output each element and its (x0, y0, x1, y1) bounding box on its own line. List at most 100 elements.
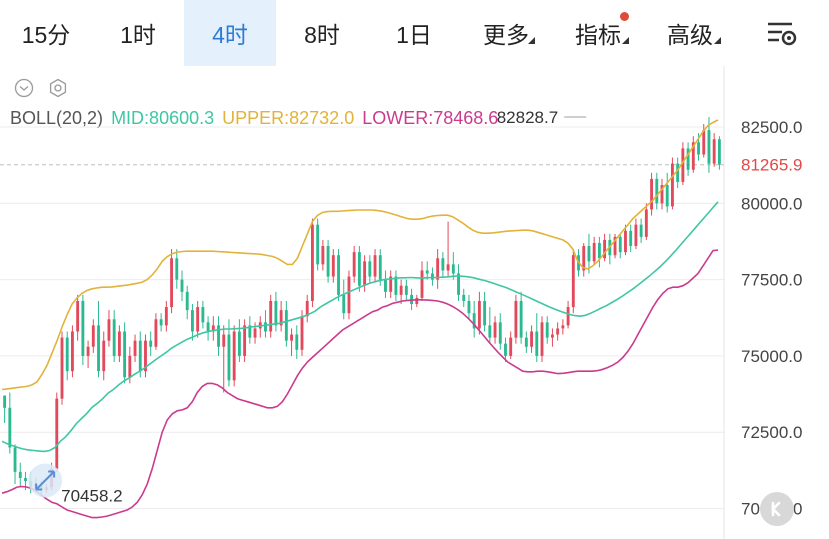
candle-body (321, 246, 325, 265)
tab-advanced[interactable]: 高级 (644, 0, 736, 66)
tab-1day[interactable]: 1日 (368, 0, 460, 66)
candle-body (13, 447, 17, 472)
y-tick-label: 75000.0 (741, 347, 802, 366)
tab-label: 1时 (120, 22, 156, 48)
candle-body (279, 310, 283, 326)
candle-body (582, 246, 586, 271)
candle-body (295, 334, 299, 350)
tab-label: 15分 (21, 22, 71, 48)
candle-body (707, 130, 711, 164)
candle-body (97, 325, 100, 372)
candle-body (363, 261, 367, 286)
candle-body (217, 325, 220, 347)
candle-body (472, 313, 476, 329)
candle-body (264, 322, 267, 332)
k-logo-icon[interactable] (760, 492, 794, 526)
candle-body (477, 300, 481, 329)
candle-body (60, 337, 64, 399)
candle-body (655, 178, 659, 204)
candle-body (243, 325, 247, 356)
y-tick-label: 80000.0 (741, 194, 802, 213)
candle-body (149, 340, 153, 347)
candle-body (133, 340, 137, 356)
candle-body (436, 258, 440, 280)
tab-more[interactable]: 更多 (460, 0, 552, 66)
candle-body (196, 307, 200, 332)
caret-icon (622, 37, 629, 44)
legend-upper: UPPER:82732.0 (222, 108, 355, 128)
chart-settings-icon[interactable] (762, 16, 802, 50)
tab-label: 8时 (304, 22, 340, 48)
candle-body (650, 178, 653, 210)
candle-body (545, 322, 549, 338)
candle-body (509, 337, 513, 356)
candle-body (634, 224, 638, 247)
candle-body (347, 276, 351, 314)
candle-body (227, 334, 231, 381)
tab-4hour[interactable]: 4时 (184, 0, 276, 66)
candle-body (514, 300, 518, 338)
candle-body (8, 407, 12, 448)
chevron-down-icon[interactable] (14, 78, 34, 98)
candle-body (211, 325, 215, 332)
gear-icon[interactable] (48, 78, 68, 98)
candle-body (530, 331, 533, 347)
candle-body (618, 236, 622, 253)
candle-body (457, 273, 460, 295)
tab-1hour[interactable]: 1时 (92, 0, 184, 66)
candle-body (571, 255, 575, 308)
candle-body (446, 264, 450, 271)
candle-body (676, 163, 680, 182)
candle-body (373, 255, 377, 277)
candle-body (144, 340, 147, 372)
caret-icon (528, 37, 535, 44)
candle-body (352, 252, 356, 277)
candle-body (712, 139, 716, 164)
tab-label: 指标 (575, 22, 621, 48)
candle-body (467, 300, 471, 314)
candle-body (702, 130, 706, 155)
candle-body (613, 236, 617, 256)
candle-body (269, 300, 273, 332)
candle-body (691, 142, 695, 170)
candle-body (420, 270, 424, 298)
candle-body (326, 246, 330, 277)
candle-body (55, 398, 59, 469)
candle-body (191, 310, 194, 332)
y-tick-label: 72500.0 (741, 423, 802, 442)
candle-body (159, 319, 163, 326)
tab-label: 1日 (396, 22, 432, 48)
legend-mid: MID:80600.3 (111, 108, 215, 128)
candle-body (540, 322, 544, 356)
candle-body (384, 279, 387, 292)
candle-body (248, 325, 252, 338)
candle-body (524, 337, 528, 347)
candle-body (102, 340, 106, 372)
candle-body (717, 139, 721, 165)
candle-body (493, 322, 497, 338)
candle-body (566, 307, 570, 326)
candlestick-chart[interactable]: 70000.072500.075000.077500.080000.082500… (0, 66, 829, 539)
candle-body (206, 322, 210, 332)
candle-body (3, 395, 7, 408)
tab-15min[interactable]: 15分 (0, 0, 92, 66)
candle-body (603, 239, 607, 259)
candle-body (556, 328, 560, 335)
candle-body (71, 331, 74, 372)
caret-icon (714, 37, 721, 44)
candle-body (300, 316, 304, 350)
candle-body (686, 148, 690, 170)
candle-body (671, 163, 674, 207)
legend-lower: LOWER:78468.6 (362, 108, 499, 128)
candle-body (180, 279, 184, 292)
tab-8hour[interactable]: 8时 (276, 0, 368, 66)
tab-indicators[interactable]: 指标 (552, 0, 644, 66)
boll-upper-line (1, 119, 719, 391)
candle-body (639, 224, 643, 237)
candle-body (462, 294, 466, 301)
y-tick-label: 77500.0 (741, 271, 802, 290)
candle-body (128, 355, 132, 378)
candle-body (232, 331, 236, 381)
timeframe-tab-bar: 15分 1时 4时 8时 1日 更多 指标 高级 (0, 0, 829, 66)
candle-body (107, 319, 111, 341)
